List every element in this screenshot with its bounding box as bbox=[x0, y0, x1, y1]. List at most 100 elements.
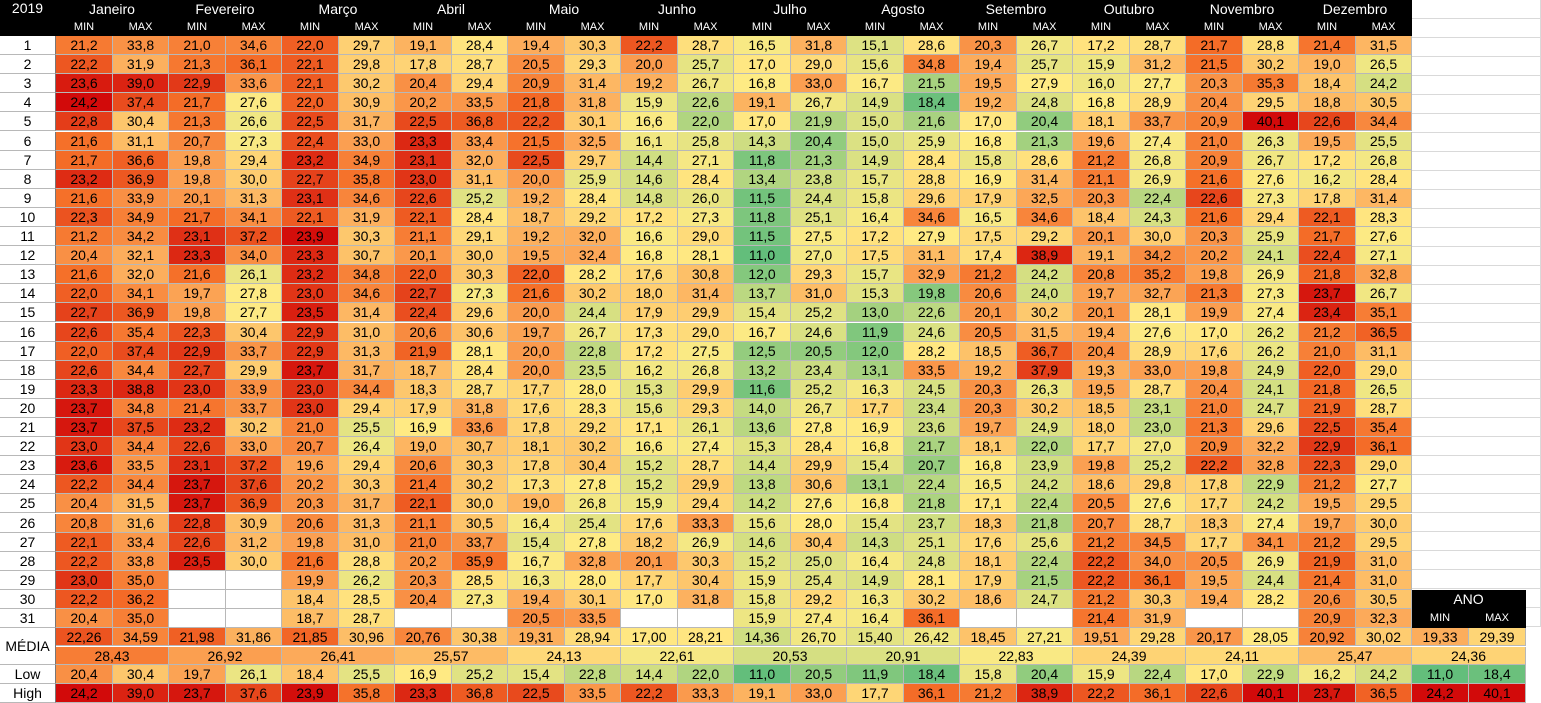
min-temp-cell[interactable]: 17,7 bbox=[1186, 532, 1243, 552]
min-temp-cell[interactable]: 13,6 bbox=[734, 418, 791, 438]
min-temp-cell[interactable]: 19,6 bbox=[1073, 131, 1130, 151]
high-max-cell[interactable]: 35,8 bbox=[339, 684, 395, 703]
media-min-cell[interactable]: 21,98 bbox=[169, 628, 226, 647]
low-max-cell[interactable]: 26,1 bbox=[226, 665, 282, 685]
media-avg-cell[interactable]: 26,41 bbox=[282, 647, 395, 666]
max-temp-cell[interactable]: 31,4 bbox=[339, 303, 395, 323]
year-header[interactable]: 2019 bbox=[0, 0, 56, 36]
min-temp-cell[interactable]: 15,4 bbox=[508, 532, 565, 552]
max-temp-cell[interactable]: 25,8 bbox=[678, 131, 734, 151]
max-temp-cell[interactable]: 31,9 bbox=[1130, 609, 1186, 629]
max-temp-cell[interactable]: 28,4 bbox=[791, 437, 847, 457]
max-temp-cell[interactable]: 26,9 bbox=[1130, 169, 1186, 189]
max-temp-cell[interactable]: 28,9 bbox=[1130, 341, 1186, 361]
min-temp-cell[interactable]: 19,2 bbox=[960, 93, 1017, 113]
min-temp-cell[interactable]: 21,7 bbox=[56, 150, 113, 170]
min-temp-cell[interactable]: 17,9 bbox=[621, 303, 678, 323]
max-temp-cell[interactable]: 34,8 bbox=[904, 55, 960, 75]
min-temp-cell[interactable]: 22,1 bbox=[282, 207, 339, 227]
low-min-cell[interactable]: 11,0 bbox=[734, 665, 791, 685]
day-label[interactable]: 30 bbox=[0, 589, 56, 609]
min-temp-cell[interactable]: 22,0 bbox=[282, 93, 339, 113]
empty-cell[interactable] bbox=[1412, 570, 1541, 589]
max-temp-cell[interactable]: 26,8 bbox=[1130, 150, 1186, 170]
day-label[interactable]: 20 bbox=[0, 398, 56, 418]
month-header[interactable]: Agosto bbox=[847, 0, 960, 18]
max-temp-cell[interactable]: 26,8 bbox=[1356, 150, 1412, 170]
min-temp-cell[interactable]: 11,6 bbox=[734, 379, 791, 399]
min-temp-cell[interactable]: 11,5 bbox=[734, 227, 791, 247]
max-temp-cell[interactable]: 30,0 bbox=[1130, 227, 1186, 247]
min-temp-cell[interactable]: 16,6 bbox=[621, 227, 678, 247]
min-temp-cell[interactable]: 17,3 bbox=[508, 475, 565, 495]
min-temp-cell[interactable]: 19,4 bbox=[508, 36, 565, 56]
max-temp-cell[interactable]: 33,9 bbox=[113, 188, 169, 208]
max-temp-cell[interactable]: 25,9 bbox=[1243, 227, 1299, 247]
min-temp-cell[interactable]: 16,7 bbox=[847, 74, 904, 94]
min-temp-cell[interactable]: 22,4 bbox=[1299, 246, 1356, 266]
high-min-cell[interactable]: 22,2 bbox=[1073, 684, 1130, 703]
min-temp-cell[interactable]: 15,6 bbox=[621, 398, 678, 418]
min-temp-cell[interactable]: 16,7 bbox=[734, 322, 791, 342]
max-temp-cell[interactable]: 32,4 bbox=[565, 246, 621, 266]
max-temp-cell[interactable]: 36,5 bbox=[1356, 322, 1412, 342]
min-temp-cell[interactable]: 14,2 bbox=[734, 494, 791, 514]
max-temp-cell[interactable]: 27,5 bbox=[678, 341, 734, 361]
day-label[interactable]: 26 bbox=[0, 513, 56, 533]
min-temp-cell[interactable]: 15,4 bbox=[847, 513, 904, 533]
day-label[interactable]: 2 bbox=[0, 55, 56, 75]
min-temp-cell[interactable]: 13,0 bbox=[847, 303, 904, 323]
max-temp-cell[interactable]: 26,7 bbox=[1017, 36, 1073, 56]
media-max-cell[interactable]: 30,38 bbox=[452, 628, 508, 647]
min-temp-cell[interactable]: 19,1 bbox=[395, 36, 452, 56]
max-temp-cell[interactable]: 35,1 bbox=[1356, 303, 1412, 323]
max-temp-cell[interactable]: 26,5 bbox=[1356, 55, 1412, 75]
min-temp-cell[interactable]: 23,9 bbox=[282, 227, 339, 247]
max-temp-cell[interactable]: 28,7 bbox=[1130, 513, 1186, 533]
max-temp-cell[interactable]: 33,0 bbox=[1130, 360, 1186, 380]
max-temp-cell[interactable]: 26,8 bbox=[565, 494, 621, 514]
max-temp-cell[interactable]: 27,0 bbox=[791, 246, 847, 266]
max-temp-cell[interactable]: 29,7 bbox=[565, 150, 621, 170]
max-header[interactable]: MAX bbox=[1130, 18, 1186, 36]
min-temp-cell[interactable]: 21,8 bbox=[1299, 379, 1356, 399]
min-header[interactable]: MIN bbox=[56, 18, 113, 36]
day-label[interactable]: 5 bbox=[0, 112, 56, 132]
min-temp-cell[interactable]: 20,4 bbox=[1073, 341, 1130, 361]
media-max-cell[interactable]: 27,21 bbox=[1017, 628, 1073, 647]
max-temp-cell[interactable]: 30,3 bbox=[678, 551, 734, 571]
max-temp-cell[interactable]: 28,1 bbox=[1130, 303, 1186, 323]
min-temp-cell[interactable]: 23,7 bbox=[169, 475, 226, 495]
min-temp-cell[interactable]: 20,6 bbox=[395, 322, 452, 342]
max-temp-cell[interactable]: 29,4 bbox=[1243, 207, 1299, 227]
max-temp-cell[interactable]: 34,1 bbox=[1243, 532, 1299, 552]
max-temp-cell[interactable]: 27,9 bbox=[904, 227, 960, 247]
min-header[interactable]: MIN bbox=[1186, 18, 1243, 36]
min-temp-cell[interactable]: 21,0 bbox=[1186, 398, 1243, 418]
max-header[interactable]: MAX bbox=[791, 18, 847, 36]
min-temp-cell[interactable] bbox=[1186, 609, 1243, 629]
max-header[interactable]: MAX bbox=[904, 18, 960, 36]
max-temp-cell[interactable]: 36,1 bbox=[904, 609, 960, 629]
min-temp-cell[interactable]: 17,8 bbox=[395, 55, 452, 75]
min-temp-cell[interactable]: 11,8 bbox=[734, 207, 791, 227]
high-max-cell[interactable]: 33,3 bbox=[678, 684, 734, 703]
max-temp-cell[interactable]: 35,0 bbox=[113, 609, 169, 629]
max-temp-cell[interactable]: 21,9 bbox=[791, 112, 847, 132]
min-temp-cell[interactable]: 22,9 bbox=[282, 341, 339, 361]
min-temp-cell[interactable]: 14,3 bbox=[734, 131, 791, 151]
max-temp-cell[interactable]: 27,4 bbox=[1243, 513, 1299, 533]
low-min-cell[interactable]: 11,9 bbox=[847, 665, 904, 685]
max-temp-cell[interactable]: 30,9 bbox=[226, 513, 282, 533]
high-min-cell[interactable]: 24,2 bbox=[56, 684, 113, 703]
min-temp-cell[interactable]: 21,6 bbox=[282, 551, 339, 571]
max-temp-cell[interactable]: 33,4 bbox=[452, 131, 508, 151]
empty-cell[interactable] bbox=[1412, 475, 1541, 494]
min-temp-cell[interactable]: 23,1 bbox=[395, 150, 452, 170]
low-min-cell[interactable]: 14,4 bbox=[621, 665, 678, 685]
min-temp-cell[interactable]: 21,2 bbox=[1299, 322, 1356, 342]
min-temp-cell[interactable]: 23,7 bbox=[56, 398, 113, 418]
max-temp-cell[interactable]: 29,0 bbox=[791, 55, 847, 75]
max-temp-cell[interactable]: 27,4 bbox=[1130, 131, 1186, 151]
max-temp-cell[interactable]: 29,0 bbox=[678, 227, 734, 247]
